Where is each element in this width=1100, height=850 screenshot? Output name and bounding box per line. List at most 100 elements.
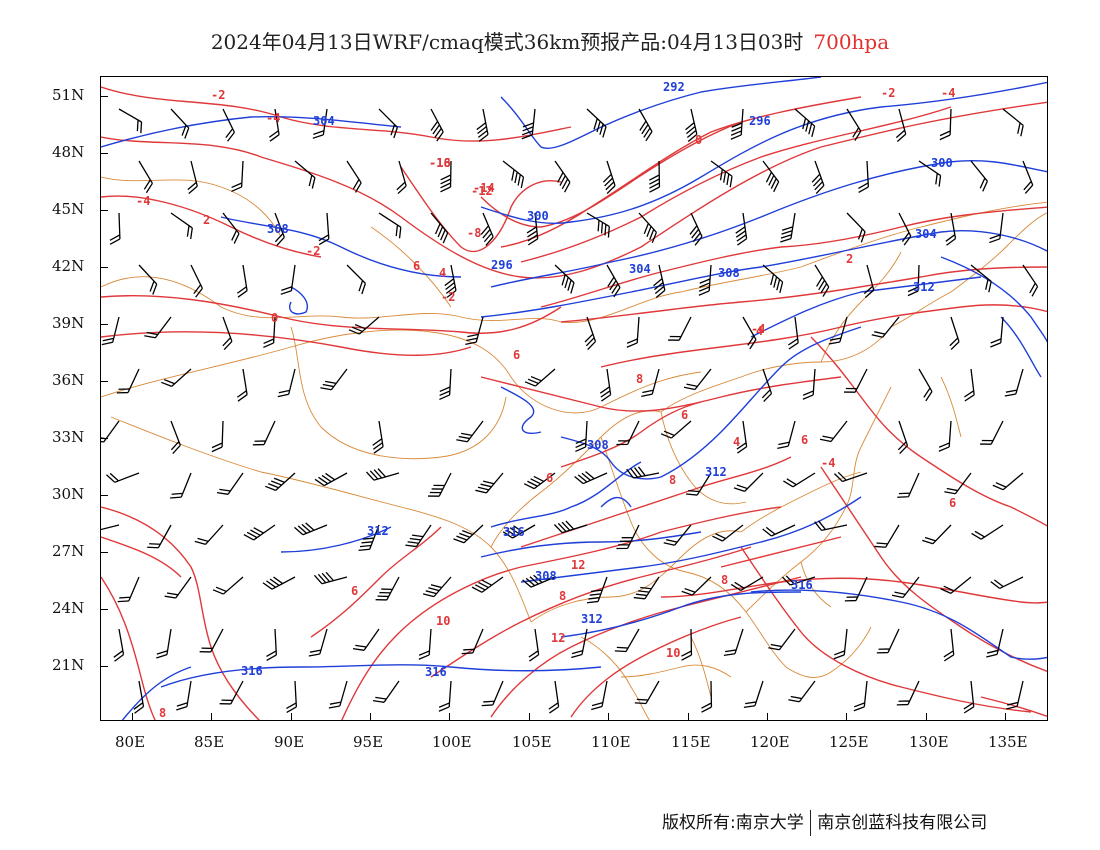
wind-barb [897, 472, 920, 498]
temperature-label: -2 [211, 88, 225, 102]
height-label: 296 [491, 258, 513, 272]
temperature-contour [560, 401, 702, 468]
boundary-line [660, 411, 747, 505]
y-tick [100, 153, 108, 154]
x-tick-label-80E: 80E [115, 733, 146, 751]
wind-barb [170, 420, 181, 454]
wind-barb [328, 680, 348, 709]
x-tick-label-130E: 130E [909, 733, 949, 751]
boundary-line [490, 410, 662, 548]
wind-barb [521, 108, 536, 140]
x-tick-label-100E: 100E [432, 733, 472, 751]
temperature-contour [500, 96, 862, 248]
wind-barb [660, 420, 692, 439]
wind-barb [318, 212, 330, 246]
wind-barb [268, 108, 280, 142]
wind-barb [761, 368, 773, 403]
wind-barb [418, 628, 432, 660]
x-tick [132, 713, 133, 721]
wind-barb [147, 524, 172, 549]
wind-barb [970, 264, 992, 293]
temperature-contour [101, 506, 261, 720]
wind-barb [212, 576, 244, 595]
wind-barb [586, 108, 607, 138]
y-tick-label-51N: 51N [52, 86, 85, 104]
wind-barb [475, 472, 504, 494]
wind-barb [846, 212, 866, 243]
wind-barb [312, 108, 328, 139]
wind-barb [940, 576, 972, 594]
wind-barb [553, 520, 588, 534]
boundary-line [530, 530, 742, 623]
wind-barb [844, 368, 868, 393]
temperature-label: -4 [136, 194, 150, 208]
temperature-label: 12 [551, 631, 565, 645]
wind-barb [101, 420, 120, 443]
wind-barb [187, 160, 198, 194]
footer-separator [809, 810, 812, 836]
temperature-label: -18 [429, 156, 451, 170]
wind-barb [1006, 680, 1024, 710]
wind-barb [777, 420, 796, 449]
height-label: 292 [663, 80, 685, 94]
x-tick-label-135E: 135E [988, 733, 1028, 751]
x-tick [926, 713, 927, 721]
wind-barb [243, 524, 276, 541]
wind-barb [723, 628, 744, 657]
temperature-contour [570, 616, 742, 718]
wind-barb [971, 524, 1004, 540]
temperature-label: 8 [721, 573, 728, 587]
wind-barb [199, 628, 224, 653]
wind-barb [871, 316, 900, 338]
boundary-line [690, 636, 712, 698]
wind-barb [222, 108, 235, 142]
wind-barb [170, 108, 190, 139]
wind-barb [444, 264, 457, 298]
wind-barb [352, 628, 380, 651]
y-tick-label-30N: 30N [52, 485, 85, 503]
wind-barb [461, 628, 484, 655]
height-label: 312 [913, 280, 935, 294]
wind-barb [895, 108, 907, 143]
temperature-label: -4 [821, 456, 835, 470]
wind-barb [633, 576, 660, 600]
wind-barb [638, 108, 653, 142]
x-tick-label-105E: 105E [512, 733, 552, 751]
contour-labels: -2-4-4-2 -42-2-18-16-14-12-806 4-202-44686… [136, 80, 956, 720]
wind-barb [614, 628, 640, 653]
map-frame: -2 -4 -4 -2 -4 2 -2 -18 -16 -14 -12 -8 0 6 4 -2 0 2 -4 4 6 8 6… [100, 76, 1048, 721]
boundary-line [101, 329, 702, 414]
wind-barb [606, 264, 621, 298]
wind-barb [943, 628, 955, 662]
temperature-label: 6 [801, 433, 808, 447]
wind-barb [313, 571, 348, 585]
height-contour [101, 115, 402, 148]
temperature-label: 6 [351, 584, 358, 598]
temperature-contour [560, 266, 1047, 323]
wind-barb [626, 316, 640, 348]
temperature-label: -4 [266, 111, 280, 125]
wind-barb [844, 576, 868, 602]
wind-barb [314, 472, 348, 487]
height-contour [220, 216, 462, 278]
wind-barb [440, 160, 452, 193]
wind-barb [101, 521, 120, 532]
wind-barb [378, 108, 399, 139]
boundary-line [620, 664, 732, 678]
wind-barb [101, 316, 120, 346]
wind-barb [265, 472, 296, 492]
wind-barb [274, 212, 285, 246]
wind-barb [663, 524, 692, 546]
wind-barb [554, 160, 571, 193]
wind-barb [480, 212, 494, 246]
wind-barb [277, 368, 296, 398]
wind-barb [190, 264, 203, 298]
footer: 版权所有:南京大学 南京创蓝科技有限公司 [662, 808, 987, 836]
height-contour [750, 276, 982, 338]
x-tick-label-90E: 90E [274, 733, 305, 751]
x-tick [846, 713, 847, 721]
wind-barb [599, 368, 612, 402]
wind-barb [683, 368, 712, 391]
wind-barb [372, 420, 384, 454]
x-tick [370, 713, 371, 721]
